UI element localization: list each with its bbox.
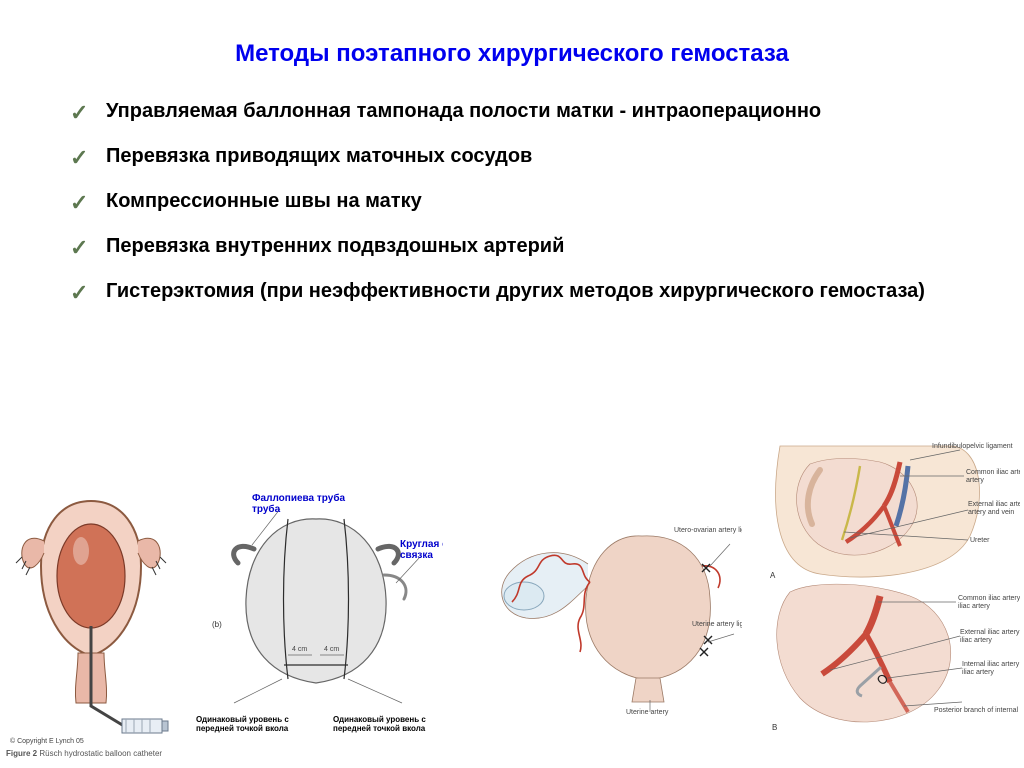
svg-text:Круглая связка: Круглая связка [400,539,443,550]
fig2-left-note: Одинаковый уровень с передней точкой вко… [196,716,296,734]
check-icon: ✓ [70,188,94,212]
method-item: ✓ Перевязка внутренних подвздошных артер… [70,233,964,260]
figure-uterine-artery-ligation: Utero-ovarian artery ligation Uterine ar… [452,506,742,716]
check-icon: ✓ [70,233,94,257]
svg-text:artery and vein: artery and vein [968,509,1014,516]
method-item: ✓ Управляемая баллонная тампонада полост… [70,98,964,125]
fig1-caption: Figure 2 Rüsch hydrostatic balloon cathe… [6,749,162,758]
figure-compression-suture: 4 cm 4 cm (b) Фаллопиева труба труба Кру… [188,479,443,734]
check-icon: ✓ [70,98,94,122]
slide-title: Методы поэтапного хирургического гемоста… [60,40,964,68]
svg-text:Ureter: Ureter [970,537,990,544]
svg-text:Posterior branch of internal i: Posterior branch of internal iliac arter… [934,707,1020,714]
svg-text:Infundibulopelvic ligament: Infundibulopelvic ligament [932,443,1013,450]
method-text: Компрессионные швы на матку [106,190,422,212]
method-item: ✓ Гистерэктомия (при неэффективности дру… [70,278,964,305]
figure-iliac-ligation: Infundibulopelvic ligament Common iliac … [750,436,1020,736]
fig1-copyright: © Copyright E Lynch 05 [10,737,84,745]
svg-text:iliac artery: iliac artery [958,603,990,610]
svg-text:Common iliac artery: Common iliac artery [958,595,1020,602]
method-item: ✓ Перевязка приводящих маточных сосудов [70,143,964,170]
svg-text:(b): (b) [212,620,222,629]
svg-text:External iliac artery and vein: External iliac artery and vein [968,501,1020,508]
method-item: ✓ Компрессионные швы на матку [70,188,964,215]
svg-text:Utero-ovarian artery ligation: Utero-ovarian artery ligation [674,527,742,534]
svg-text:Фаллопиева труба: Фаллопиева труба [252,492,345,504]
svg-text:Uterine artery ligation: Uterine artery ligation [692,621,742,628]
svg-text:Common iliac artery: Common iliac artery [966,469,1020,476]
svg-text:4 cm: 4 cm [292,646,307,653]
fig2-right-note: Одинаковый уровень с передней точкой вко… [333,716,443,734]
svg-text:труба: труба [252,503,281,515]
svg-text:artery: artery [966,477,984,484]
method-text: Перевязка приводящих маточных сосудов [106,145,532,167]
figure-balloon-tamponade: © Copyright E Lynch 05 Figure 2 Rüsch hy… [6,471,176,746]
method-text: Гистерэктомия (при неэффективности други… [106,280,925,302]
figures-row: © Copyright E Lynch 05 Figure 2 Rüsch hy… [0,436,1024,746]
method-text: Перевязка внутренних подвздошных артерий [106,235,564,257]
method-text: Управляемая баллонная тампонада полости … [106,100,821,122]
methods-list: ✓ Управляемая баллонная тампонада полост… [70,98,964,305]
svg-text:4 cm: 4 cm [324,646,339,653]
check-icon: ✓ [70,278,94,302]
svg-text:Uterine artery: Uterine artery [626,709,669,716]
svg-text:iliac artery: iliac artery [960,637,992,644]
svg-text:связка: связка [400,550,433,561]
svg-text:Internal iliac artery: Internal iliac artery [962,661,1020,668]
svg-text:A: A [770,571,776,580]
svg-text:External iliac artery: External iliac artery [960,629,1020,636]
svg-text:B: B [772,723,777,732]
svg-text:iliac artery: iliac artery [962,669,994,676]
check-icon: ✓ [70,143,94,167]
